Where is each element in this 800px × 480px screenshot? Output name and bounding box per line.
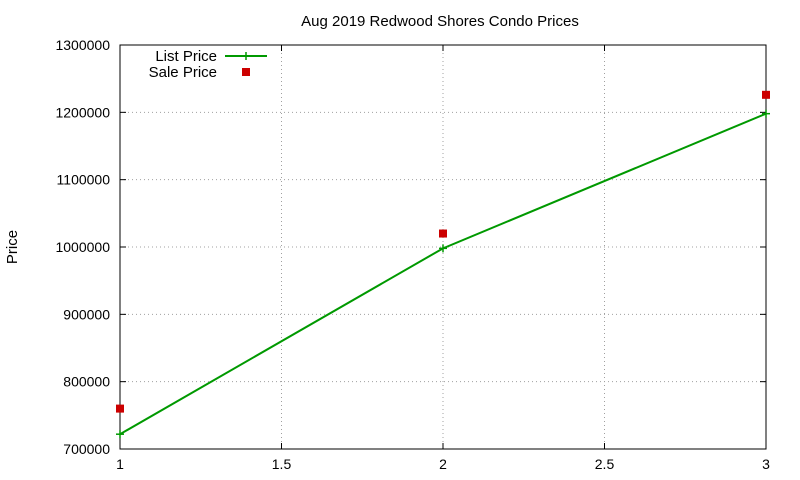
series (116, 90, 770, 439)
legend-label: Sale Price (149, 64, 217, 81)
data-point (762, 109, 770, 118)
y-tick-label: 900000 (63, 306, 110, 322)
y-tick-label: 700000 (63, 441, 110, 457)
x-tick-label: 2.5 (595, 456, 615, 472)
x-tick-label: 1 (116, 456, 124, 472)
y-axis-title: Price (4, 230, 21, 264)
chart-title: Aug 2019 Redwood Shores Condo Prices (301, 13, 579, 30)
grid (120, 45, 766, 449)
legend-marker (242, 52, 250, 60)
data-point (116, 404, 124, 413)
x-tick-label: 3 (762, 456, 770, 472)
x-tick-label: 1.5 (272, 456, 292, 472)
legend-marker (242, 68, 250, 76)
data-point (116, 430, 124, 439)
axis-ticks: 1 1.5 2 2.5 3 700000 800000 900000 1000000 110000… (55, 37, 770, 472)
y-tick-label: 1000000 (55, 239, 110, 255)
y-tick-label: 800000 (63, 374, 110, 390)
series-1 (116, 109, 770, 439)
data-point (439, 244, 447, 253)
data-point (439, 229, 447, 238)
series-2 (116, 90, 770, 413)
y-tick-label: 1200000 (55, 104, 110, 120)
data-point (762, 90, 770, 99)
y-tick-label: 1300000 (55, 37, 110, 53)
x-tick-label: 2 (439, 456, 447, 472)
y-tick-label: 1100000 (57, 172, 111, 188)
legend-label: List Price (155, 48, 217, 65)
